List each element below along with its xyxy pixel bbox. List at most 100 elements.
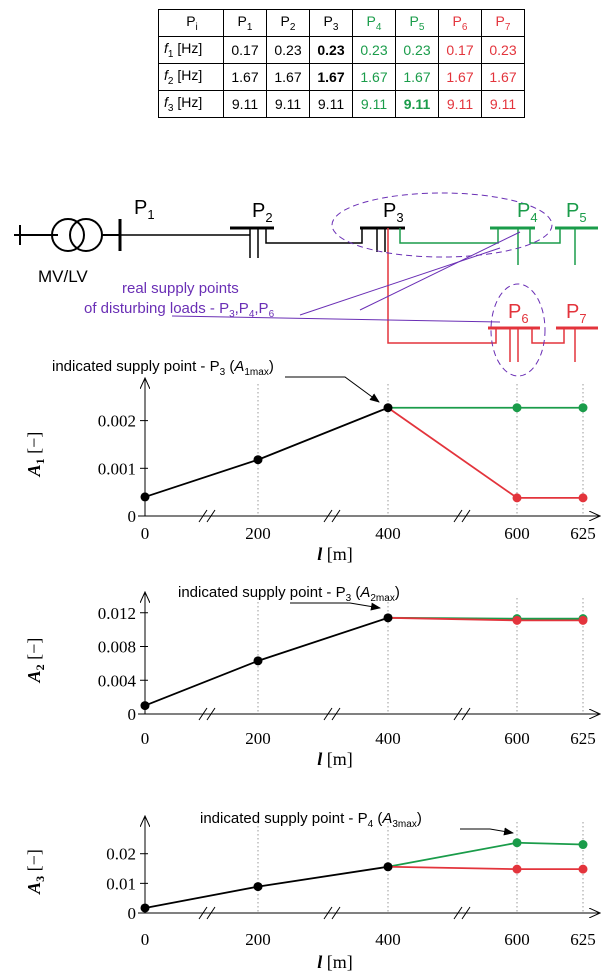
table-header-cell: P5 — [395, 9, 439, 37]
x-tick-label: 625 — [570, 930, 596, 949]
table-cell: 9.11 — [309, 90, 353, 118]
annotation-arrow — [285, 376, 380, 403]
supply-point-annotation: indicated supply point - P4 (A3max) — [200, 810, 422, 830]
data-point — [578, 864, 588, 874]
table-cell: 9.11 — [481, 90, 525, 118]
y-tick-label: 0.004 — [98, 671, 137, 690]
data-point — [140, 701, 150, 711]
node-label-p6: P6 — [508, 301, 529, 326]
y-axis-label: A2 [−] — [24, 638, 47, 684]
data-point — [140, 903, 150, 913]
chart-2: 0 0.004 0.008 0.012 0 200 400 600 625 l [m] A2 [−]… — [24, 584, 600, 769]
supply-point-annotation: indicated supply point - P3 (A2max) — [178, 584, 400, 604]
table-header-cell: P4 — [352, 9, 396, 37]
data-point — [512, 838, 522, 848]
table-cell: 9.11 — [266, 90, 310, 118]
x-tick-label: 0 — [141, 930, 150, 949]
x-axis-label: l [m] — [317, 544, 353, 564]
node-label-p4: P4 — [517, 200, 538, 225]
data-point — [383, 862, 393, 872]
axis-break-mark — [198, 906, 216, 920]
table-row: f3 [Hz] 9.11 9.11 9.11 9.11 9.11 9.11 9.11 — [158, 90, 525, 118]
real-supply-points-text-2: of disturbing loads - P3,P4,P6 — [84, 300, 275, 320]
series-line-red — [387, 407, 583, 499]
x-tick-label: 0 — [141, 524, 150, 543]
table-cell: 1.67 — [395, 63, 439, 91]
x-axis-label: l [m] — [317, 952, 353, 972]
data-point — [512, 493, 522, 503]
data-point — [253, 882, 263, 892]
x-tick-label: 400 — [375, 729, 401, 748]
data-point — [578, 403, 588, 413]
x-tick-label: 400 — [375, 524, 401, 543]
x-tick-label: 625 — [570, 729, 596, 748]
series-line-red — [387, 865, 583, 871]
table-cell: 1.67 — [438, 63, 482, 91]
data-point — [383, 403, 393, 413]
x-tick-label: 200 — [245, 729, 271, 748]
data-point — [512, 864, 522, 874]
y-tick-label: 0.001 — [98, 459, 136, 478]
series-line-black — [144, 865, 389, 909]
x-tick-label: 600 — [504, 729, 530, 748]
series-line-black — [144, 406, 389, 498]
y-tick-label: 0.008 — [98, 638, 136, 657]
data-point — [140, 492, 150, 502]
x-tick-label: 0 — [141, 729, 150, 748]
table-row-label: f2 [Hz] — [158, 63, 224, 91]
table-cell: 0.23 — [266, 36, 310, 64]
axis-break-mark — [323, 707, 341, 721]
series-line-black — [144, 616, 389, 707]
data-point — [253, 455, 263, 465]
axis-break-mark — [453, 707, 471, 721]
y-tick-label: 0.01 — [106, 874, 136, 893]
real-supply-points-text: real supply points — [122, 280, 239, 297]
table-cell: 9.11 — [438, 90, 482, 118]
data-point — [512, 403, 522, 413]
axis-break-mark — [453, 509, 471, 523]
transformer-icon — [14, 218, 120, 252]
data-point — [578, 493, 588, 503]
y-tick-label: 0.012 — [98, 604, 136, 623]
x-tick-label: 625 — [570, 524, 596, 543]
axis-break-mark — [198, 509, 216, 523]
table-cell: 1.67 — [352, 63, 396, 91]
table-cell: 9.11 — [223, 90, 267, 118]
table-cell: 9.11 — [352, 90, 396, 118]
table-cell: 0.23 — [352, 36, 396, 64]
axis-break-mark — [323, 509, 341, 523]
node-label-p3: P3 — [383, 200, 404, 225]
table-row: f2 [Hz] 1.67 1.67 1.67 1.67 1.67 1.67 1.67 — [158, 63, 525, 91]
data-point — [512, 615, 522, 625]
series-line-green — [387, 841, 584, 868]
table-header-cell: P7 — [481, 9, 525, 37]
y-tick-label: 0 — [128, 904, 137, 923]
x-tick-label: 400 — [375, 930, 401, 949]
y-tick-label: 0.02 — [106, 845, 136, 864]
table-header-row: Pi P1 P2 P3 P4 P5 P6 P7 — [158, 9, 525, 37]
network-diagram: MV/LV P1 — [14, 192, 598, 377]
node-label-p2: P2 — [252, 200, 273, 225]
node-label-p7: P7 — [566, 301, 587, 326]
y-tick-label: 0 — [128, 507, 137, 526]
data-point — [383, 613, 393, 623]
transformer-label: MV/LV — [38, 267, 88, 286]
y-tick-label: 0 — [128, 705, 137, 724]
x-axis-label: l [m] — [317, 749, 353, 769]
table-cell: 1.67 — [481, 63, 525, 91]
x-tick-label: 600 — [504, 930, 530, 949]
data-point — [578, 615, 588, 625]
y-tick-label: 0.002 — [98, 412, 136, 431]
data-point — [253, 656, 263, 666]
node-label-p5: P5 — [566, 200, 587, 225]
table-header-cell: P3 — [309, 9, 353, 37]
table-header-cell: P2 — [266, 9, 310, 37]
node-label-p1: P1 — [134, 197, 155, 222]
table-cell: 1.67 — [266, 63, 310, 91]
axis-break-mark — [198, 707, 216, 721]
y-axis-label: A1 [−] — [24, 432, 47, 478]
annotation-arrow — [460, 827, 514, 836]
x-tick-label: 600 — [504, 524, 530, 543]
x-tick-label: 200 — [245, 524, 271, 543]
